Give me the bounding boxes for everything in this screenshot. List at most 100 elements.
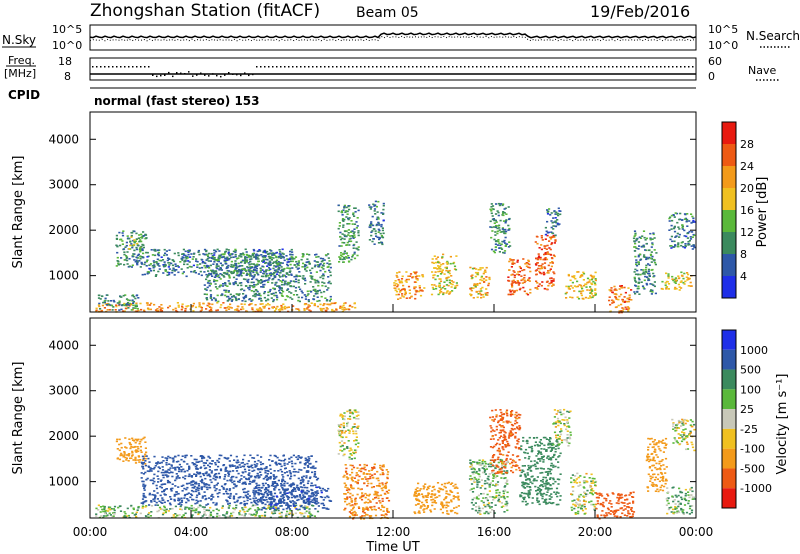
heatmap-cell	[273, 499, 276, 502]
heatmap-cell	[282, 501, 285, 503]
heatmap-cell	[242, 293, 245, 295]
heatmap-cell	[142, 252, 145, 255]
heatmap-cell	[527, 266, 530, 268]
heatmap-cell	[265, 467, 268, 469]
heatmap-cell	[271, 282, 274, 284]
heatmap-cell	[491, 215, 494, 217]
heatmap-cell	[207, 464, 210, 467]
heatmap-cell	[135, 451, 138, 453]
heatmap-cell	[208, 474, 211, 477]
heatmap-cell	[223, 514, 226, 517]
heatmap-cell	[675, 212, 679, 215]
heatmap-cell	[168, 472, 171, 474]
heatmap-cell	[672, 279, 675, 282]
heatmap-cell	[287, 274, 290, 276]
heatmap-cell	[243, 482, 246, 485]
heatmap-cell	[230, 270, 233, 273]
heatmap-cell	[157, 461, 160, 463]
heatmap-cell	[99, 298, 102, 300]
heatmap-cell	[398, 271, 401, 273]
heatmap-cell	[203, 485, 206, 488]
heatmap-cell	[157, 270, 160, 273]
heatmap-cell	[349, 504, 352, 507]
heatmap-cell	[540, 272, 543, 275]
heatmap-cell	[189, 496, 192, 499]
heatmap-cell	[218, 457, 221, 460]
heatmap-cell	[256, 503, 259, 506]
heatmap-cell	[308, 261, 311, 264]
heatmap-cell	[223, 253, 226, 255]
heatmap-cell	[244, 294, 248, 297]
heatmap-cell	[277, 509, 280, 512]
heatmap-cell	[191, 514, 194, 516]
heatmap-cell	[540, 248, 543, 251]
heatmap-cell	[95, 309, 98, 312]
heatmap-cell	[257, 273, 260, 276]
heatmap-cell	[289, 509, 292, 512]
heatmap-cell	[353, 257, 357, 260]
heatmap-cell	[117, 263, 120, 266]
heatmap-cell	[214, 298, 217, 300]
heatmap-cell	[224, 284, 227, 287]
heatmap-cell	[267, 267, 271, 269]
heatmap-cell	[133, 240, 136, 243]
heatmap-cell	[239, 265, 242, 267]
heatmap-cell	[306, 253, 309, 255]
heatmap-cell	[529, 270, 532, 273]
heatmap-cell	[549, 238, 552, 240]
heatmap-cell	[152, 269, 155, 272]
heatmap-cell	[626, 306, 630, 308]
heatmap-cell	[298, 494, 302, 496]
heatmap-cell	[567, 273, 570, 276]
heatmap-cell	[297, 296, 300, 299]
heatmap-cell	[251, 514, 254, 516]
heatmap-cell	[445, 292, 448, 294]
heatmap-cell	[144, 457, 147, 460]
heatmap-cell	[139, 266, 142, 268]
heatmap-cell	[247, 269, 250, 271]
heatmap-cell	[504, 242, 507, 244]
heatmap-cell	[557, 214, 560, 217]
heatmap-cell	[327, 282, 330, 284]
heatmap-cell	[236, 270, 239, 272]
heatmap-cell	[608, 289, 611, 291]
heatmap-cell	[157, 509, 161, 512]
heatmap-cell	[164, 510, 167, 513]
heatmap-cell	[272, 292, 275, 295]
heatmap-cell	[139, 459, 142, 461]
heatmap-cell	[297, 455, 300, 457]
heatmap-cell	[687, 243, 690, 245]
heatmap-cell	[690, 213, 693, 215]
heatmap-cell	[221, 285, 224, 287]
heatmap-cell	[224, 282, 227, 285]
heatmap-cell	[175, 477, 178, 480]
heatmap-cell	[576, 296, 579, 298]
heatmap-cell	[200, 466, 203, 469]
heatmap-cell	[204, 477, 207, 480]
heatmap-cell	[256, 454, 259, 457]
heatmap-cell	[254, 292, 258, 295]
heatmap-cell	[303, 508, 306, 510]
heatmap-cell	[281, 252, 284, 255]
heatmap-cell	[494, 213, 498, 215]
heatmap-cell	[282, 290, 285, 293]
heatmap-cell	[121, 240, 124, 242]
heatmap-cell	[650, 289, 653, 291]
heatmap-cell	[118, 458, 121, 461]
heatmap-cell	[653, 249, 656, 251]
heatmap-cell	[623, 286, 626, 289]
heatmap-cell	[650, 257, 653, 260]
heatmap-cell	[302, 275, 305, 277]
heatmap-cell	[132, 459, 135, 461]
heatmap-cell	[215, 266, 218, 269]
heatmap-cell	[209, 264, 212, 267]
heatmap-cell	[193, 485, 196, 488]
heatmap-cell	[260, 467, 263, 470]
heatmap-cell	[538, 270, 541, 273]
heatmap-cell	[279, 463, 282, 465]
heatmap-cell	[317, 265, 320, 268]
heatmap-cell	[449, 291, 452, 293]
heatmap-cell	[232, 272, 235, 274]
heatmap-cell	[192, 507, 195, 509]
heatmap-cell	[113, 513, 116, 515]
